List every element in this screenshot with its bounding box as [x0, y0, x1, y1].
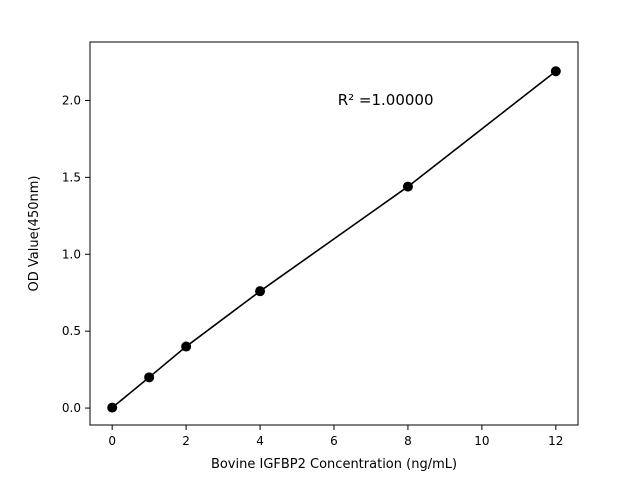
- x-tick-label: 0: [108, 434, 116, 448]
- x-tick-label: 6: [330, 434, 338, 448]
- data-point: [107, 402, 118, 413]
- data-point: [402, 181, 413, 192]
- data-point: [255, 286, 266, 297]
- data-point: [144, 372, 155, 383]
- x-tick-label: 8: [404, 434, 412, 448]
- x-tick-label: 4: [256, 434, 264, 448]
- y-tick-label: 2.0: [62, 93, 81, 107]
- y-tick-label: 1.5: [62, 170, 81, 184]
- x-tick-label: 12: [548, 434, 563, 448]
- y-tick-label: 0.5: [62, 324, 81, 338]
- data-point: [181, 341, 192, 352]
- x-tick-label: 2: [182, 434, 190, 448]
- y-tick-label: 0.0: [62, 401, 81, 415]
- x-tick-label: 10: [474, 434, 489, 448]
- series-line: [111, 70, 557, 409]
- data-point: [550, 66, 561, 77]
- y-axis-label: OD Value(450nm): [27, 176, 42, 292]
- plot-box: [89, 41, 579, 426]
- r-squared-annotation: R² =1.00000: [338, 91, 434, 109]
- x-axis-label: Bovine IGFBP2 Concentration (ng/mL): [211, 457, 457, 472]
- y-tick-label: 1.0: [62, 247, 81, 261]
